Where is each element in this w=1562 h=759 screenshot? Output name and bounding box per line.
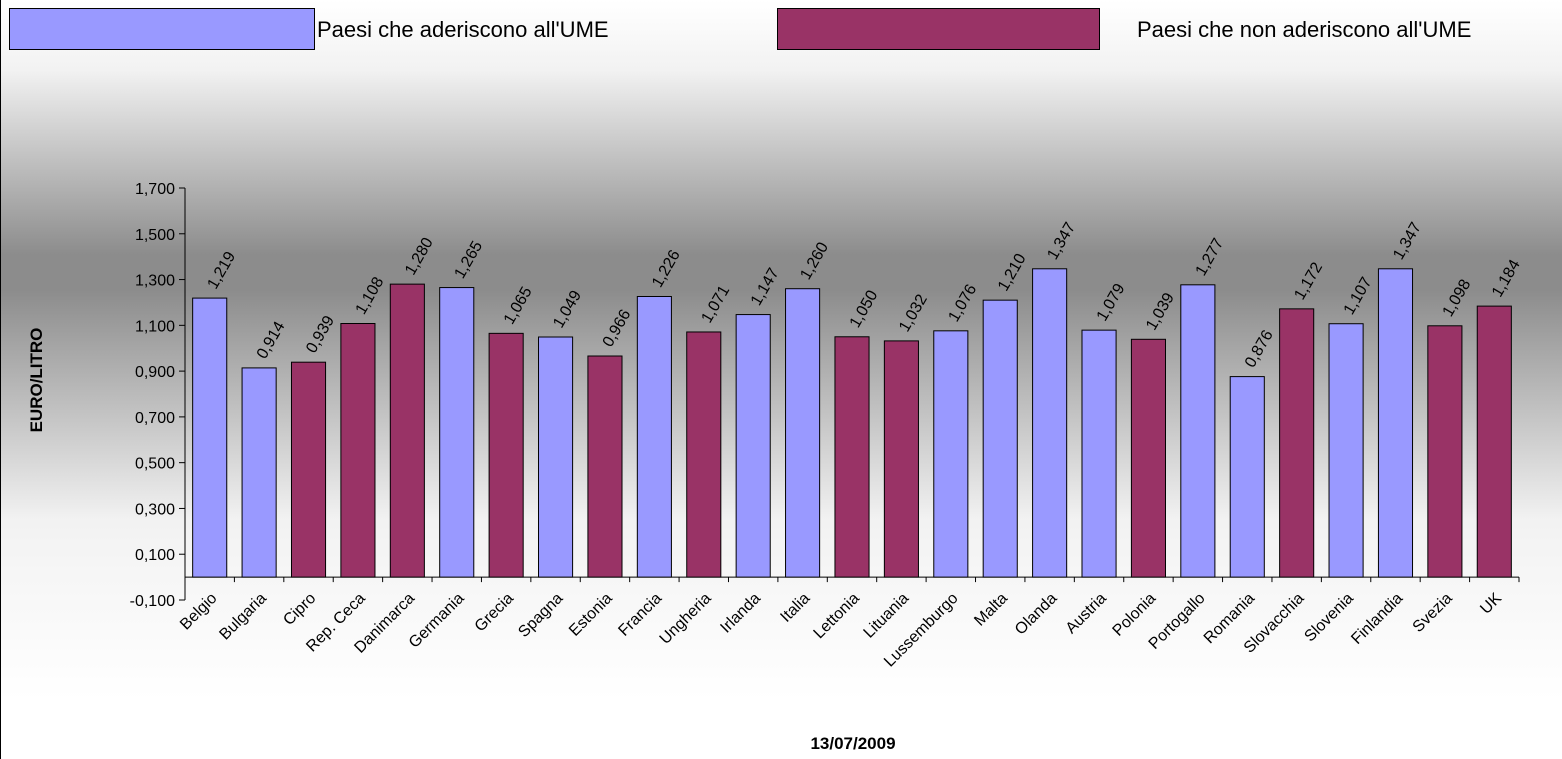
y-axis: -0,100 0,100 0,300 0,500 0,700 0,900 1,100 1,30… bbox=[130, 181, 186, 610]
data-label: 1,098 bbox=[1440, 277, 1475, 320]
category-label: Ungheria bbox=[657, 590, 715, 648]
data-label: 1,265 bbox=[451, 238, 486, 281]
y-tick-label: 1,300 bbox=[135, 273, 175, 290]
bar-ungheria bbox=[686, 331, 722, 578]
category-label: Svezia bbox=[1410, 590, 1456, 636]
data-label: 0,876 bbox=[1242, 327, 1277, 370]
data-label: 1,076 bbox=[946, 282, 981, 325]
data-label: 1,347 bbox=[1390, 220, 1425, 263]
y-tick-label: 1,500 bbox=[135, 227, 175, 244]
x-axis-title: 13/07/2009 bbox=[810, 734, 895, 753]
legend-item-ume: Paesi che aderiscono all'UME bbox=[9, 8, 709, 52]
data-label: 1,065 bbox=[501, 284, 536, 327]
data-label: 1,147 bbox=[748, 265, 783, 308]
bar-lettonia bbox=[834, 336, 870, 578]
bar-portogallo bbox=[1180, 284, 1216, 578]
legend-label-ume: Paesi che aderiscono all'UME bbox=[317, 17, 609, 42]
data-label: 1,108 bbox=[353, 274, 388, 317]
category-label: Malta bbox=[971, 590, 1011, 630]
bar-romania bbox=[1229, 376, 1265, 578]
data-label: 1,050 bbox=[847, 288, 882, 331]
category-label: Bulgaria bbox=[216, 590, 270, 644]
y-tick-label: 1,100 bbox=[135, 318, 175, 335]
bar-danimarca bbox=[389, 283, 425, 578]
bar-francia bbox=[636, 295, 672, 578]
category-label: Grecia bbox=[472, 590, 517, 635]
bar-slovacchia bbox=[1279, 308, 1315, 578]
legend-swatch-ume bbox=[9, 8, 315, 50]
category-label: Polonia bbox=[1110, 590, 1160, 640]
category-label: Belgio bbox=[177, 590, 221, 634]
data-label: 0,914 bbox=[254, 319, 289, 362]
bar-austria bbox=[1081, 329, 1117, 578]
bar-spagna bbox=[538, 336, 574, 578]
category-label: UK bbox=[1477, 590, 1505, 618]
y-tick-label: 0,100 bbox=[135, 547, 175, 564]
bar-estonia bbox=[587, 355, 623, 578]
data-label: 1,172 bbox=[1291, 260, 1326, 303]
data-label: 0,966 bbox=[600, 307, 635, 350]
data-label: 1,039 bbox=[1143, 290, 1178, 333]
data-label: 1,347 bbox=[1044, 220, 1079, 263]
data-label: 0,939 bbox=[303, 313, 338, 356]
data-label: 1,032 bbox=[896, 292, 931, 335]
bar-polonia bbox=[1130, 338, 1166, 578]
legend-label-non-ume: Paesi che non aderiscono all'UME bbox=[1137, 17, 1472, 42]
bar-uk bbox=[1476, 305, 1512, 578]
category-label: Austria bbox=[1063, 590, 1110, 637]
data-label: 1,107 bbox=[1341, 274, 1376, 317]
bar-belgio bbox=[192, 297, 228, 578]
y-tick-label: 0,900 bbox=[135, 364, 175, 381]
data-label: 1,184 bbox=[1489, 257, 1524, 300]
bar-svezia bbox=[1427, 325, 1463, 578]
bar-cipro bbox=[290, 361, 327, 578]
data-label: 1,210 bbox=[995, 251, 1030, 294]
y-tick-label: 0,300 bbox=[135, 501, 175, 518]
data-label: 1,277 bbox=[1193, 236, 1228, 279]
x-axis bbox=[184, 576, 1520, 583]
y-tick-label: 0,500 bbox=[135, 456, 175, 473]
data-label: 1,071 bbox=[699, 283, 734, 326]
data-label: 1,226 bbox=[649, 247, 684, 290]
bar-finlandia bbox=[1377, 268, 1414, 578]
category-label: Finlandia bbox=[1348, 590, 1406, 648]
bar-bulgaria bbox=[241, 367, 277, 578]
bar-germania bbox=[439, 287, 475, 578]
bar-rep-ceca bbox=[340, 323, 376, 578]
category-label: Francia bbox=[615, 590, 665, 640]
y-tick-label: 1,700 bbox=[135, 181, 175, 198]
category-label: Irlanda bbox=[717, 590, 764, 637]
data-label: 1,280 bbox=[402, 235, 437, 278]
y-tick-label: -0,100 bbox=[130, 593, 175, 610]
y-tick-label: 0,700 bbox=[135, 410, 175, 427]
data-label: 1,260 bbox=[797, 239, 832, 282]
bars bbox=[192, 268, 1512, 578]
category-label: Italia bbox=[778, 590, 814, 626]
bar-lussemburgo bbox=[933, 330, 969, 578]
bar-lituania bbox=[883, 340, 919, 578]
bar-italia bbox=[785, 288, 821, 578]
category-label: Cipro bbox=[280, 590, 319, 629]
legend-item-non-ume: Paesi che non aderiscono all'UME bbox=[777, 8, 1562, 52]
category-label: Olanda bbox=[1012, 590, 1061, 639]
data-label: 1,049 bbox=[550, 288, 585, 331]
data-label: 1,219 bbox=[204, 249, 239, 292]
bar-olanda bbox=[1032, 268, 1068, 578]
bar-grecia bbox=[488, 332, 524, 578]
category-label: Estonia bbox=[566, 590, 616, 640]
data-label: 1,079 bbox=[1094, 281, 1129, 324]
y-axis-title: EURO/LITRO bbox=[27, 328, 46, 433]
bar-malta bbox=[982, 299, 1018, 578]
category-label: Spagna bbox=[515, 590, 566, 641]
legend-swatch-non-ume bbox=[777, 8, 1100, 50]
category-label: Lettonia bbox=[811, 590, 863, 642]
bar-slovenia bbox=[1328, 323, 1364, 578]
bar-irlanda bbox=[735, 314, 771, 578]
